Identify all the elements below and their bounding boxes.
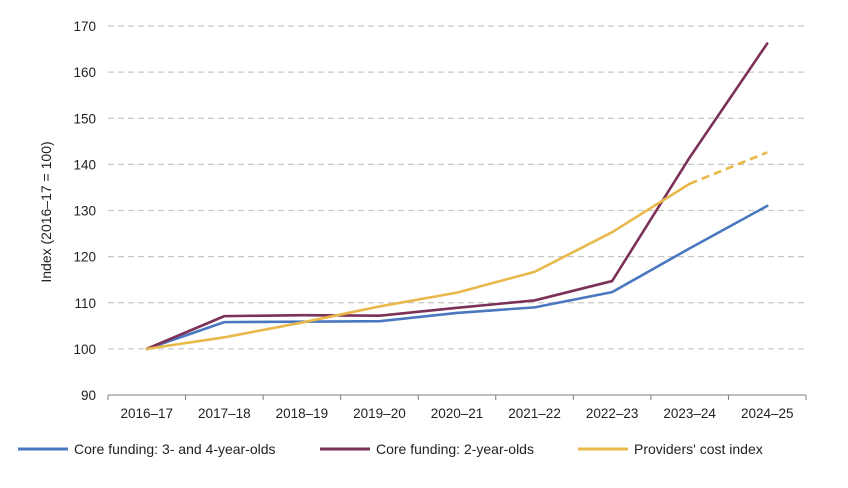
x-tick-label: 2022–23 [586,406,639,421]
series-line-solid [145,182,691,351]
x-tick-label: 2017–18 [198,406,251,421]
y-tick-label: 110 [74,296,96,311]
legend-label: Core funding: 3- and 4-year-olds [74,441,276,457]
y-axis-title: Index (2016–17 = 100) [38,141,54,282]
legend-item-1: Core funding: 3- and 4-year-olds [18,441,276,457]
x-tick-label: 2016–17 [120,406,173,421]
x-tick-label: 2024–25 [741,406,794,421]
legend: Core funding: 3- and 4-year-olds Core fun… [18,441,763,457]
y-tick-label: 120 [73,250,96,265]
y-tick-label: 160 [73,65,96,80]
legend-item-2: Core funding: 2-year-olds [320,441,534,457]
legend-label: Core funding: 2-year-olds [376,441,534,457]
y-tick-label: 140 [73,157,96,172]
x-tick-label: 2021–22 [508,406,561,421]
y-tick-label: 130 [73,204,96,219]
x-tick-label: 2023–24 [663,406,716,421]
y-tick-label: 170 [73,19,96,34]
y-tick-label: 90 [81,388,96,403]
x-tick-label: 2018–19 [276,406,329,421]
series-3 [145,151,768,351]
gridlines [108,25,806,350]
series-1 [145,204,769,351]
x-tick-label: 2019–20 [353,406,406,421]
x-tick-label: 2020–21 [431,406,484,421]
y-tick-label: 100 [73,342,96,357]
legend-label: Providers' cost index [634,441,763,457]
series-line-solid [145,204,769,351]
legend-item-3: Providers' cost index [578,441,763,457]
y-tick-label: 150 [73,111,96,126]
series-line-projected [689,151,768,185]
axes: 90 100 110 120 130 140 150 160 170 2016–17 2017–18… [73,19,807,421]
series-lines [145,42,769,351]
